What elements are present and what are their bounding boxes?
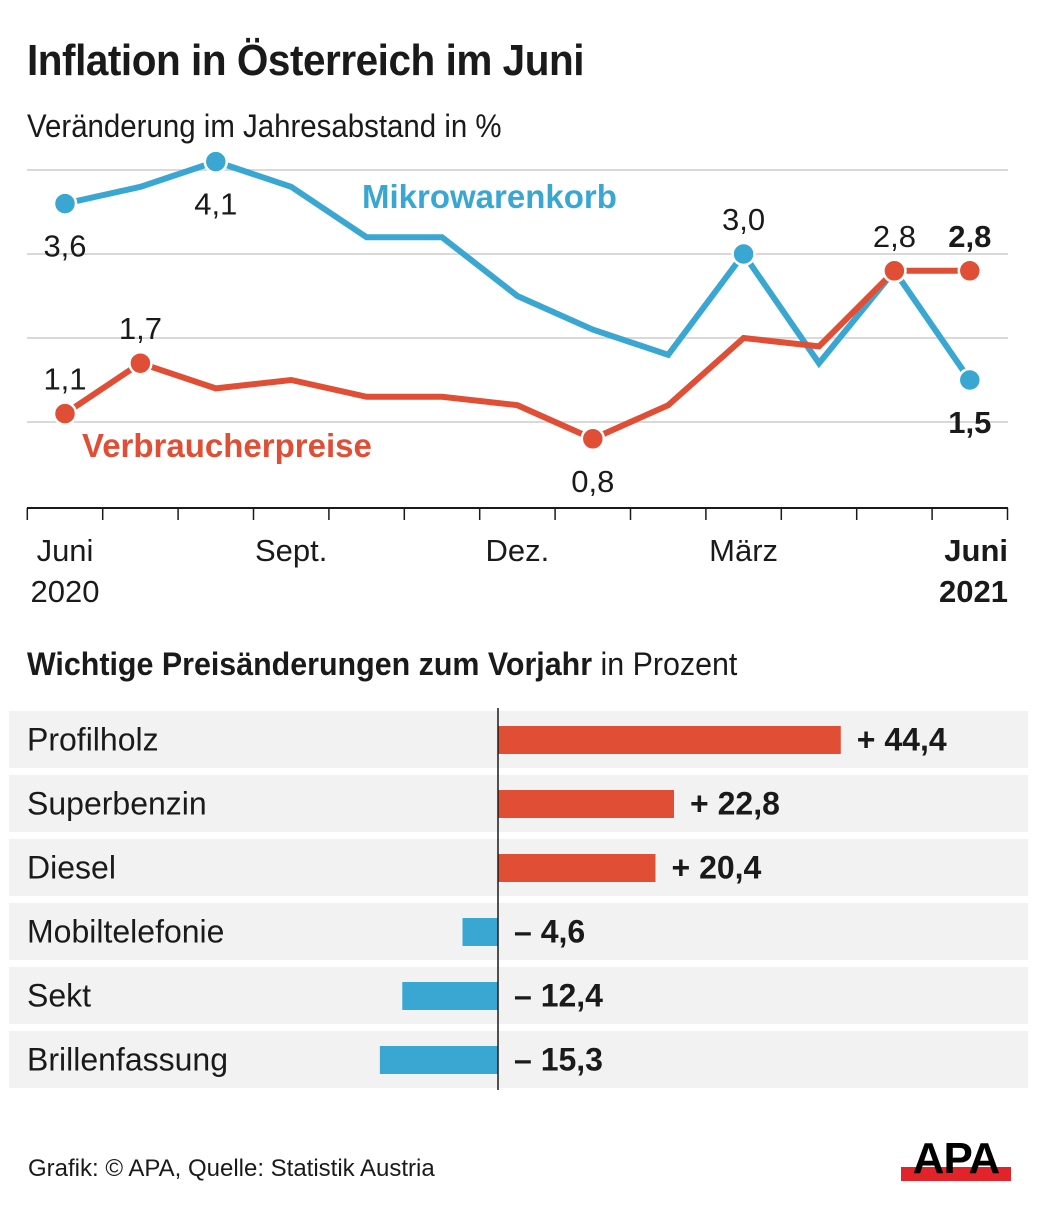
bar-row: Brillenfassung – 15,3	[9, 1031, 1028, 1088]
x-tick-label: Juni	[37, 533, 94, 568]
data-label: 2,8	[873, 219, 916, 254]
data-point-verbraucherpreise	[52, 401, 78, 426]
x-tick-label: Dez.	[486, 533, 550, 568]
bar-rows: Profilholz + 44,4 Superbenzin + 22,8 Diesel +…	[9, 711, 1028, 1088]
bar-category-label: Sekt	[27, 978, 91, 1014]
bar-value-label: – 12,4	[514, 978, 603, 1014]
source-credit: Grafik: © APA, Quelle: Statistik Austria	[28, 1155, 435, 1182]
bar	[462, 918, 498, 946]
bar	[402, 982, 498, 1010]
data-point-mikrowarenkorb	[52, 191, 78, 216]
legend-verbraucherpreise: Verbraucherpreise	[82, 427, 372, 464]
chart-subtitle: Veränderung im Jahresabstand in %	[27, 108, 502, 144]
data-label: 1,7	[119, 311, 162, 346]
bar-row: Superbenzin + 22,8	[9, 775, 1028, 832]
data-label: 0,8	[571, 464, 614, 499]
series-line-verbraucherpreise	[63, 267, 970, 443]
data-point-mikrowarenkorb	[203, 150, 229, 174]
data-label: 3,6	[43, 229, 86, 264]
bar-value-label: – 15,3	[514, 1042, 603, 1078]
bar-row-background	[9, 1031, 1028, 1088]
logo-text: APA	[913, 1135, 1000, 1183]
bar-row: Mobiltelefonie – 4,6	[9, 903, 1028, 960]
bar-row: Profilholz + 44,4	[9, 711, 1028, 768]
data-label: 2,8	[948, 219, 991, 254]
data-point-verbraucherpreise	[957, 258, 983, 284]
bar-category-label: Profilholz	[27, 722, 159, 758]
bar-category-label: Brillenfassung	[27, 1042, 228, 1078]
series-markers	[52, 150, 983, 452]
data-point-verbraucherpreise	[882, 258, 907, 284]
bar-row: Sekt – 12,4	[9, 967, 1028, 1024]
bar-chart: Profilholz + 44,4 Superbenzin + 22,8 Diesel +…	[9, 708, 1028, 1090]
data-label: 1,1	[43, 362, 86, 397]
bar	[498, 854, 656, 882]
bar-value-label: + 44,4	[857, 722, 947, 758]
data-label: 1,5	[948, 405, 991, 440]
line-chart: Juni 2020 Sept. Dez. März Juni 2021 3,6 4,1 3,0 2…	[26, 150, 1009, 609]
bar-chart-title: Wichtige Preisänderungen zum Vorjahr in …	[27, 646, 737, 683]
bar-chart-title-rest: in Prozent	[592, 646, 738, 682]
data-label: 3,0	[722, 202, 765, 237]
bar-category-label: Superbenzin	[27, 786, 207, 822]
bar-category-label: Diesel	[27, 850, 116, 886]
x-tick-year-label: 2020	[31, 574, 100, 609]
bar	[498, 726, 841, 754]
bar-row-background	[9, 903, 1028, 960]
bar-chart-title-bold: Wichtige Preisänderungen zum Vorjahr	[27, 646, 593, 682]
data-labels: 3,6 4,1 3,0 2,8 1,5 1,1 1,7 0,8 2,8	[43, 187, 991, 499]
bar-row-background	[9, 967, 1028, 1024]
data-point-verbraucherpreise	[128, 350, 153, 376]
chart-title: Inflation in Österreich im Juni	[27, 36, 585, 85]
bar-value-label: + 22,8	[690, 786, 780, 822]
apa-logo: APA	[901, 1135, 1011, 1183]
x-tick-label: März	[709, 533, 778, 568]
bar	[379, 1046, 498, 1074]
data-point-verbraucherpreise	[580, 426, 606, 452]
data-point-mikrowarenkorb	[731, 241, 756, 267]
x-tick-year-label: 2021	[939, 574, 1008, 609]
data-label: 4,1	[194, 187, 237, 222]
bar-row: Diesel + 20,4	[9, 839, 1028, 896]
bar	[498, 790, 675, 818]
legend-mikrowarenkorb: Mikrowarenkorb	[362, 178, 617, 215]
logo-red-bar	[901, 1167, 1011, 1181]
x-tick-label: Sept.	[255, 533, 327, 568]
bar-value-label: – 4,6	[514, 914, 585, 950]
bar-value-label: + 20,4	[671, 850, 761, 886]
x-tick-label: Juni	[944, 533, 1008, 568]
x-axis: Juni 2020 Sept. Dez. März Juni 2021	[26, 507, 1009, 609]
bar-category-label: Mobiltelefonie	[27, 914, 224, 950]
data-point-mikrowarenkorb	[957, 367, 983, 393]
